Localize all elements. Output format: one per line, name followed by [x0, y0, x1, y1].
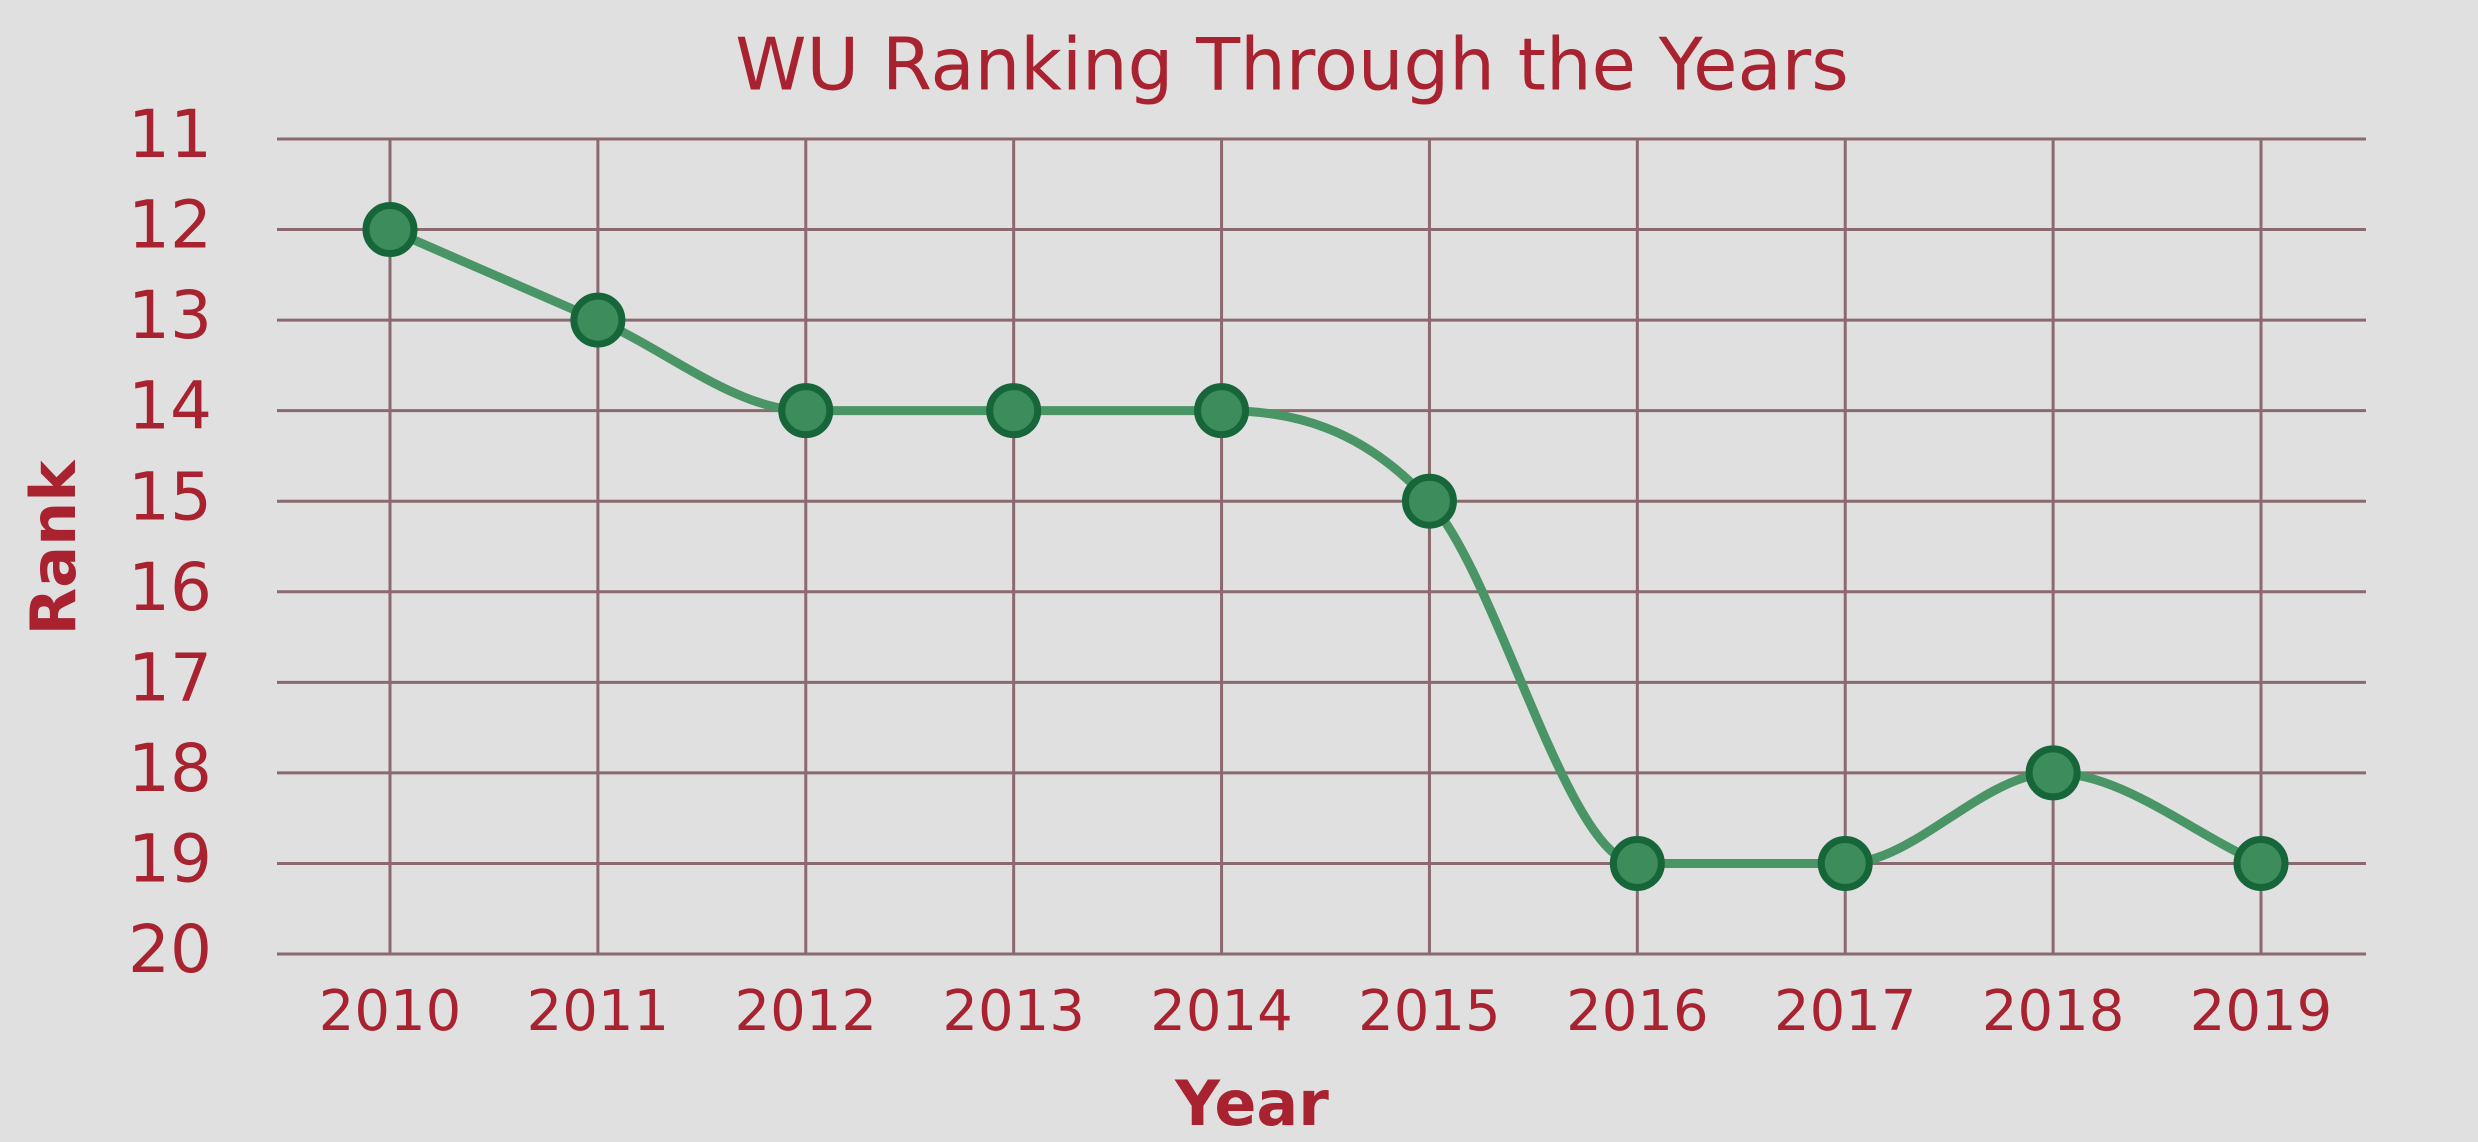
x-tick-label: 2016 [1566, 979, 1709, 1044]
marker [2025, 745, 2081, 801]
marker [1194, 383, 1250, 439]
x-tick-label: 2010 [319, 979, 462, 1044]
marker [570, 292, 626, 348]
line [388, 225, 2263, 868]
chart-title: WU Ranking Through the Years [735, 23, 1848, 107]
y-tick-label: 14 [128, 368, 212, 445]
y-tick-label: 17 [128, 639, 212, 716]
y-tick-label: 12 [128, 187, 212, 264]
marker [986, 383, 1042, 439]
y-tick-label: 18 [128, 730, 212, 807]
marker [1609, 835, 1665, 891]
y-tick-label: 13 [128, 277, 212, 354]
y-tick-label: 16 [128, 549, 212, 626]
x-tick-label: 2013 [942, 979, 1085, 1044]
marker [778, 383, 834, 439]
x-tick-label: 2017 [1774, 979, 1917, 1044]
x-tick-label: 2018 [1982, 979, 2125, 1044]
x-tick-label: 2019 [2190, 979, 2333, 1044]
x-tick-label: 2011 [527, 979, 670, 1044]
x-tick-label: 2015 [1358, 979, 1501, 1044]
y-axis-label: Rank [17, 459, 90, 636]
marker [1401, 473, 1457, 529]
x-tick-label: 2014 [1150, 979, 1293, 1044]
x-tick-label: 2012 [735, 979, 878, 1044]
y-tick-label: 11 [128, 96, 212, 173]
y-tick-label: 19 [128, 821, 212, 898]
y-tick-label: 15 [128, 458, 212, 535]
y-tick-label: 20 [128, 911, 212, 988]
marker [362, 202, 418, 258]
x-axis-label: Year [1174, 1067, 1329, 1140]
marker [1817, 835, 1873, 891]
marker [2233, 835, 2289, 891]
